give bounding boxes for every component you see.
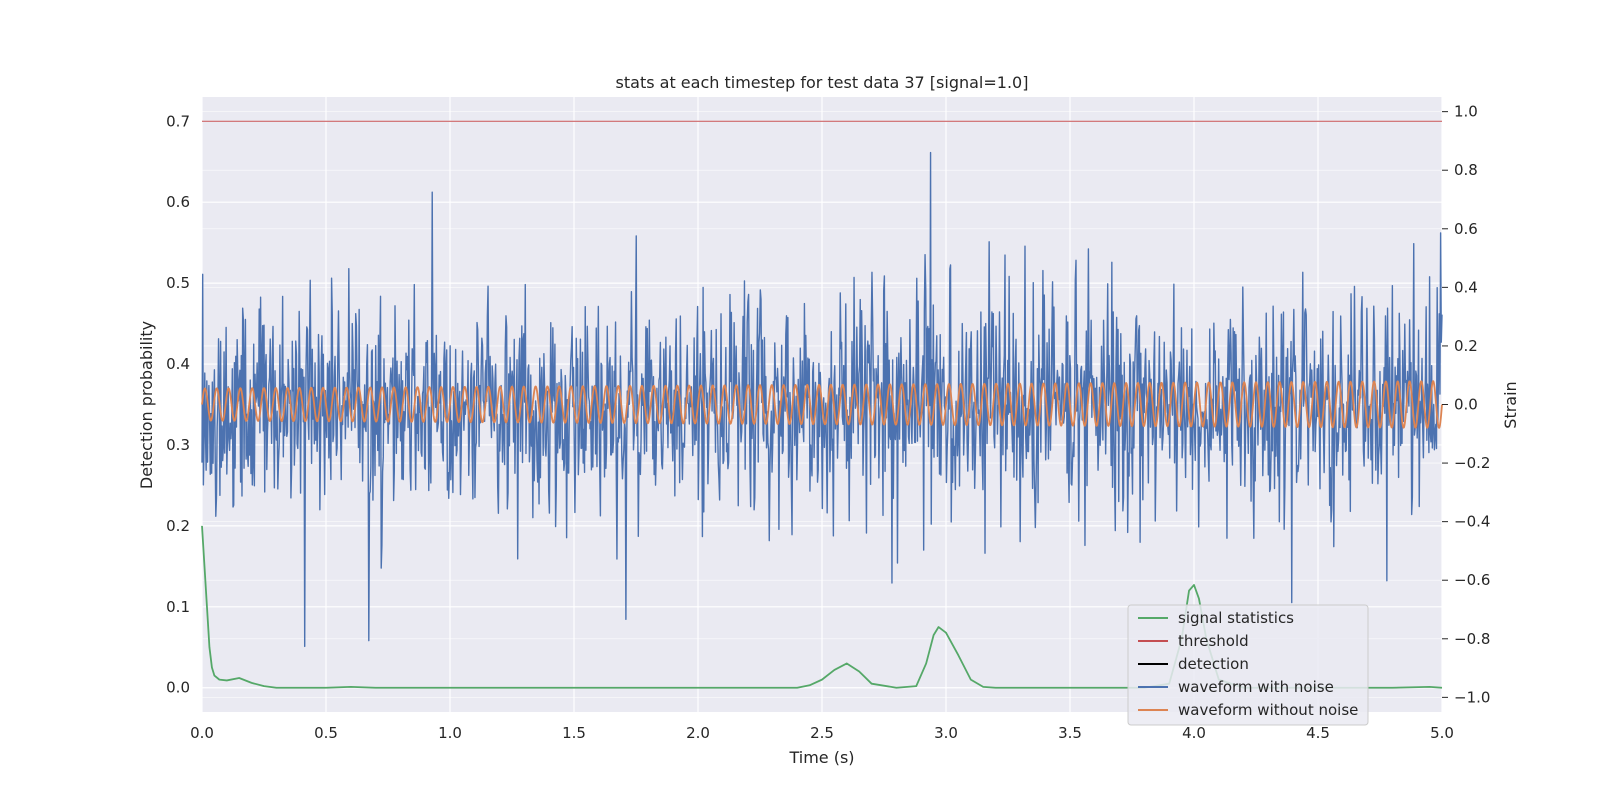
y2-tick-label: −1.0: [1454, 688, 1490, 706]
y-tick-label: 0.0: [166, 679, 190, 697]
x-tick-label: 0.5: [314, 724, 338, 742]
series-signal-statistics: [201, 525, 1443, 689]
legend-box: [1127, 604, 1369, 726]
legend-label: waveform with noise: [1178, 678, 1334, 696]
legend-label: waveform without noise: [1178, 701, 1358, 719]
series-layer: [201, 120, 1443, 689]
series-waveform-without-noise: [201, 380, 1443, 429]
y-tick-label: 0.1: [166, 598, 190, 616]
legend-label: detection: [1178, 655, 1249, 673]
y-axis-label: Detection probability: [137, 321, 156, 489]
x-ticks: 0.0 0.5 1.0 1.5 2.0 2.5 3.0 3.5 4.0 4.5 5.0: [190, 724, 1454, 742]
x-tick-label: 4.5: [1306, 724, 1330, 742]
y-tick-label: 0.3: [166, 436, 190, 454]
y-tick-label: 0.6: [166, 193, 190, 211]
x-tick-label: 5.0: [1430, 724, 1454, 742]
x-tick-label: 2.5: [810, 724, 834, 742]
y-tick-label: 0.4: [166, 355, 190, 373]
y2-tick-label: −0.6: [1454, 571, 1490, 589]
series-waveform-with-noise: [201, 151, 1443, 648]
chart-title: stats at each timestep for test data 37 …: [616, 73, 1029, 92]
legend-label: signal statistics: [1178, 609, 1294, 627]
y2-axis-label: Strain: [1501, 381, 1520, 428]
x-tick-label: 1.5: [562, 724, 586, 742]
x-tick-label: 1.0: [438, 724, 462, 742]
x-axis-label: Time (s): [788, 748, 854, 767]
x-tick-label: 2.0: [686, 724, 710, 742]
x-tick-label: 0.0: [190, 724, 214, 742]
y2-tick-label: 0.8: [1454, 161, 1478, 179]
legend: signal statistics threshold detection wavef…: [1127, 604, 1369, 726]
x-tick-label: 3.5: [1058, 724, 1082, 742]
y2-tick-label: 0.4: [1454, 278, 1478, 296]
y2-tick-label: −0.4: [1454, 513, 1490, 531]
y2-tick-label: 0.2: [1454, 337, 1478, 355]
y2-tick-label: 1.0: [1454, 103, 1478, 121]
x-tick-label: 4.0: [1182, 724, 1206, 742]
y-tick-label: 0.2: [166, 517, 190, 535]
y2-tick-label: −0.2: [1454, 454, 1490, 472]
y-tick-label: 0.5: [166, 274, 190, 292]
legend-label: threshold: [1178, 632, 1249, 650]
y2-ticks: −1.0 −0.8 −0.6 −0.4 −0.2 0.0 0.2 0.4 0.6 0.8 1.0: [1442, 103, 1490, 706]
x-tick-label: 3.0: [934, 724, 958, 742]
y2-tick-label: 0.6: [1454, 220, 1478, 238]
y-tick-label: 0.7: [166, 112, 190, 130]
y-ticks: 0.0 0.1 0.2 0.3 0.4 0.5 0.6 0.7: [166, 112, 190, 696]
y2-tick-label: 0.0: [1454, 396, 1478, 414]
y2-tick-label: −0.8: [1454, 630, 1490, 648]
